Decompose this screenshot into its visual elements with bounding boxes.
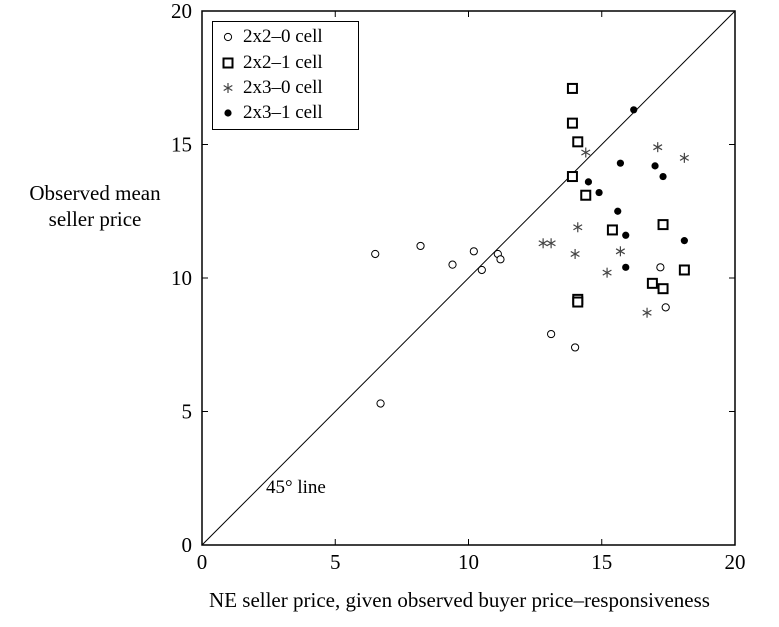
data-point-filled-circle [622, 231, 630, 239]
data-point-open-square [566, 82, 578, 94]
y-axis-label-line-2: seller price [48, 207, 142, 231]
data-point-filled-circle [680, 237, 688, 245]
data-point-asterisk [581, 147, 591, 158]
series-4 [584, 106, 688, 271]
y-axis-label: Observed mean seller price [0, 180, 190, 232]
x-axis-label: NE seller price, given observed buyer pr… [209, 588, 710, 612]
asterisk-stroke [546, 240, 556, 247]
asterisk-stroke [570, 250, 580, 257]
data-point-filled-circle [622, 263, 630, 271]
legend-item-2x3-0: 2x3–0 cell [213, 76, 358, 100]
series-3 [538, 142, 689, 318]
data-point-filled-circle [616, 159, 625, 167]
asterisk-stroke [581, 149, 591, 156]
x-tick-label: 5 [330, 550, 341, 574]
legend-item-2x3-1: 2x3–1 cell [213, 101, 358, 125]
data-point-open-square [657, 219, 669, 231]
asterisk-stroke [602, 269, 612, 276]
data-point-filled-circle [651, 162, 659, 170]
asterisk-stroke [538, 240, 548, 247]
y-tick-label: 0 [182, 533, 193, 557]
legend-item-2x2-1: 2x2–1 cell [213, 51, 358, 75]
y-axis-label-line-1: Observed mean [29, 181, 161, 205]
data-point-asterisk [653, 142, 663, 153]
data-point-open-square [566, 117, 578, 129]
y-tick-label: 10 [171, 266, 192, 290]
open-circle-icon [223, 32, 233, 42]
y-tick-label: 15 [171, 133, 192, 157]
data-point-asterisk [679, 152, 689, 163]
legend-item-2x2-0: 2x2–0 cell [213, 25, 358, 49]
asterisk-stroke [615, 248, 626, 255]
data-point-filled-circle [584, 178, 593, 186]
data-point-open-square [566, 171, 578, 183]
data-point-open-square [606, 224, 618, 236]
legend-label: 2x2–0 cell [243, 26, 323, 47]
data-point-open-circle [571, 343, 580, 352]
legend-label: 2x3–1 cell [243, 102, 323, 123]
asterisk-stroke [653, 144, 663, 151]
series-2 [566, 82, 690, 308]
asterisk-stroke [679, 154, 689, 161]
legend-label: 2x2–1 cell [243, 52, 323, 73]
data-point-open-circle [496, 255, 505, 264]
data-point-open-circle [661, 303, 670, 312]
data-point-open-circle [448, 260, 457, 269]
data-point-open-circle [376, 399, 385, 408]
x-tick-label: 10 [458, 550, 479, 574]
data-point-open-square [646, 277, 658, 289]
reference-line-label: 45° line [266, 477, 326, 498]
x-tick-label: 0 [197, 550, 208, 574]
x-tick-label: 20 [725, 550, 746, 574]
data-point-open-square [580, 189, 592, 201]
data-point-asterisk [573, 222, 583, 233]
data-point-open-circle [477, 265, 486, 275]
data-point-filled-circle [659, 172, 667, 181]
data-point-open-circle [547, 329, 556, 339]
y-tick-label: 20 [171, 0, 192, 23]
y-tick-label: 5 [182, 400, 193, 424]
filled-circle-icon [224, 109, 232, 117]
data-point-asterisk [615, 246, 626, 257]
data-point-filled-circle [614, 207, 622, 215]
data-point-open-square [678, 264, 690, 276]
asterisk-icon [223, 83, 233, 93]
data-point-asterisk [570, 248, 580, 259]
data-point-open-circle [416, 241, 425, 251]
data-point-asterisk [602, 267, 612, 278]
asterisk-stroke [573, 224, 583, 231]
series-1 [371, 241, 670, 408]
data-point-open-circle [371, 249, 380, 259]
data-point-open-square [572, 296, 584, 308]
plot-area: 0 5 10 15 20 0 5 10 15 20 [171, 0, 746, 574]
data-point-open-circle [656, 263, 665, 272]
data-point-asterisk [546, 238, 556, 249]
data-point-asterisk [538, 238, 548, 249]
data-point-filled-circle [630, 106, 638, 114]
data-point-filled-circle [595, 188, 603, 197]
data-point-open-square [572, 136, 584, 148]
data-point-asterisk [642, 307, 652, 318]
x-tick-label: 15 [591, 550, 612, 574]
data-point-open-square [657, 283, 669, 295]
open-square-icon [222, 57, 234, 69]
data-point-open-circle [469, 247, 478, 256]
legend-label: 2x3–0 cell [243, 77, 323, 98]
legend: 2x2–0 cell 2x2–1 cell 2x3–0 cell 2x3–1 c… [212, 21, 359, 130]
asterisk-stroke [642, 309, 652, 316]
reference-line [201, 10, 736, 546]
